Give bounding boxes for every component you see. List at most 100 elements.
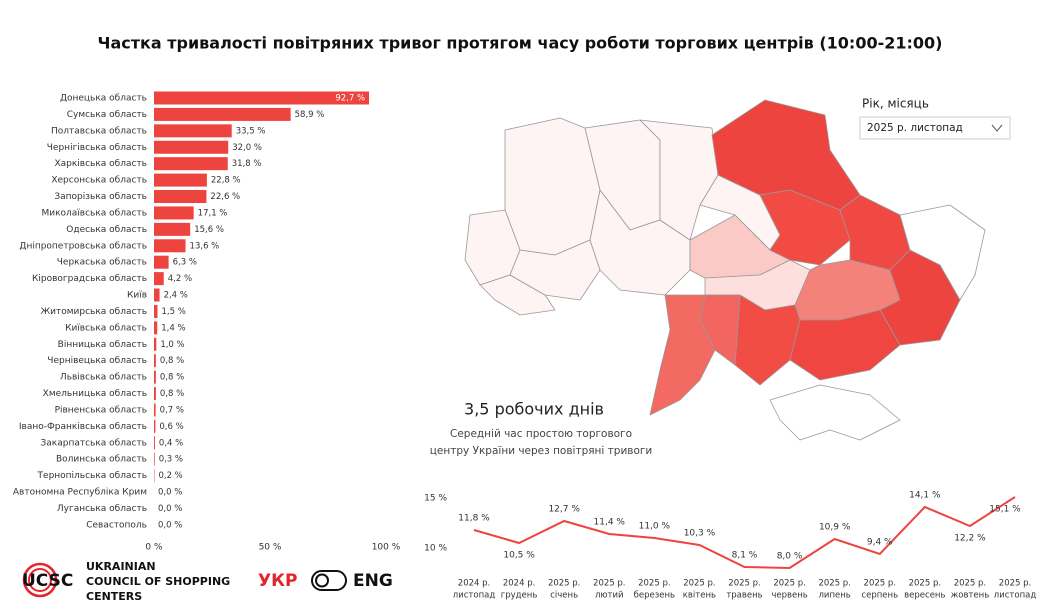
kpi-description: Середній час простою торгового — [450, 428, 632, 440]
bar — [154, 107, 291, 121]
title: Частка тривалості повітряних тривог прот… — [98, 34, 943, 53]
category-label: Волинська область — [56, 455, 147, 465]
map — [464, 99, 986, 441]
x-tick-label: 2025 р. — [954, 579, 986, 589]
value-label: 13,6 % — [190, 241, 220, 251]
x-tick-label: 2025 р. — [683, 579, 715, 589]
value-label: 0,4 % — [159, 438, 183, 448]
dropdown-value[interactable]: 2025 р. листопад — [867, 122, 963, 134]
lang-eng[interactable]: ENG — [353, 571, 393, 591]
dropdown-chevron[interactable] — [991, 124, 1003, 132]
value-label: 15,1 % — [989, 505, 1021, 515]
dropdown-box[interactable] — [859, 116, 1011, 140]
toggle-knob[interactable] — [315, 573, 329, 588]
x-tick-label: травень — [726, 591, 762, 601]
x-tick-label: 50 % — [259, 543, 282, 553]
value-label: 0,0 % — [158, 520, 182, 530]
value-label: 11,4 % — [594, 518, 626, 528]
x-tick-label: лютий — [595, 591, 624, 601]
x-tick-label: жовтень — [951, 591, 990, 601]
bar — [154, 140, 229, 154]
x-tick-label: 0 % — [145, 543, 163, 553]
bar — [154, 304, 158, 318]
logo-name: COUNCIL OF SHOPPING — [86, 575, 230, 588]
x-tick-label: 2025 р. — [999, 579, 1031, 589]
value-label: 0,7 % — [160, 405, 184, 415]
category-label: Севастополь — [86, 520, 147, 530]
category-label: Запорізька область — [54, 192, 147, 202]
x-tick-label: березень — [634, 591, 675, 601]
category-label: Рівненська область — [55, 405, 147, 415]
x-tick-label: 2025 р. — [548, 579, 580, 589]
category-label: Сумська область — [67, 110, 147, 120]
value-label: 14,1 % — [909, 491, 941, 501]
value-label: 0,8 % — [160, 389, 184, 399]
value-label: 0,3 % — [159, 455, 183, 465]
value-label: 17,1 % — [198, 208, 228, 218]
bar — [154, 173, 207, 187]
value-label: 32,0 % — [232, 143, 262, 153]
x-tick-label: 2024 р. — [503, 579, 535, 589]
x-tick-label: 100 % — [372, 543, 401, 553]
logo-mark: UCSC — [22, 571, 73, 591]
bar — [154, 124, 232, 138]
x-tick-label: 2025 р. — [909, 579, 941, 589]
bar — [154, 239, 186, 253]
x-tick-label: 2025 р. — [864, 579, 896, 589]
value-label: 0,8 % — [160, 356, 184, 366]
value-label: 31,8 % — [232, 159, 262, 169]
bar — [154, 190, 207, 204]
value-label: 1,0 % — [160, 340, 184, 350]
value-label: 4,2 % — [168, 274, 192, 284]
logo: UCSC UKRAINIAN COUNCIL OF SHOPPING CENTE… — [22, 560, 230, 603]
bar — [154, 452, 155, 466]
lang-toggle[interactable] — [311, 570, 347, 591]
category-label: Івано-Франківська область — [19, 422, 147, 432]
value-label: 6,3 % — [173, 258, 197, 268]
logo-ring — [22, 562, 58, 598]
value-label: 33,5 % — [236, 126, 266, 136]
category-label: Хмельницька область — [43, 389, 147, 399]
category-label: Тернопільська область — [37, 471, 147, 481]
x-tick-label: листопад — [453, 591, 496, 601]
lang-ukr[interactable]: УКР — [258, 571, 297, 591]
bar — [154, 337, 157, 351]
line — [473, 496, 1016, 570]
x-tick-label: липень — [819, 591, 851, 601]
x-tick-label: листопад — [994, 591, 1037, 601]
filter-label: Рік, місяць — [862, 97, 929, 111]
value-label: 22,8 % — [211, 176, 241, 186]
category-label: Черкаська область — [57, 258, 147, 268]
x-tick-label: 2025 р. — [728, 579, 760, 589]
value-label: 9,4 % — [867, 538, 893, 548]
x-tick-label: вересень — [904, 591, 945, 601]
category-label: Миколаївська область — [41, 208, 147, 218]
bar — [154, 436, 155, 450]
category-label: Вінницька область — [58, 340, 147, 350]
category-label: Закарпатська область — [41, 438, 147, 448]
category-label: Житомирська область — [40, 307, 147, 317]
x-tick-label: 2025 р. — [773, 579, 805, 589]
value-label: 0,2 % — [158, 471, 182, 481]
logo-name: UKRAINIAN — [86, 560, 156, 573]
category-label: Дніпропетровська область — [19, 241, 147, 251]
category-label: Кіровоградська область — [32, 274, 147, 284]
value-label: 10,3 % — [684, 529, 716, 539]
bar — [154, 255, 169, 269]
x-tick-label: квітень — [683, 591, 716, 601]
logo-ring — [28, 568, 52, 592]
category-label: Херсонська область — [51, 176, 147, 186]
bar — [154, 419, 156, 433]
category-label: Чернігівська область — [47, 143, 147, 153]
bar — [154, 354, 156, 368]
value-label: 12,7 % — [548, 505, 580, 515]
y-tick-label: 15 % — [424, 494, 447, 504]
filter-dropdown[interactable]: 2025 р. листопад — [859, 116, 1011, 140]
x-tick-label: 2024 р. — [458, 579, 490, 589]
bar — [154, 370, 156, 384]
category-label: Чернівецька область — [47, 356, 147, 366]
value-label: 8,1 % — [732, 551, 758, 561]
value-label: 12,2 % — [954, 534, 986, 544]
category-label: Донецька область — [60, 94, 147, 104]
value-label: 10,5 % — [503, 551, 535, 561]
